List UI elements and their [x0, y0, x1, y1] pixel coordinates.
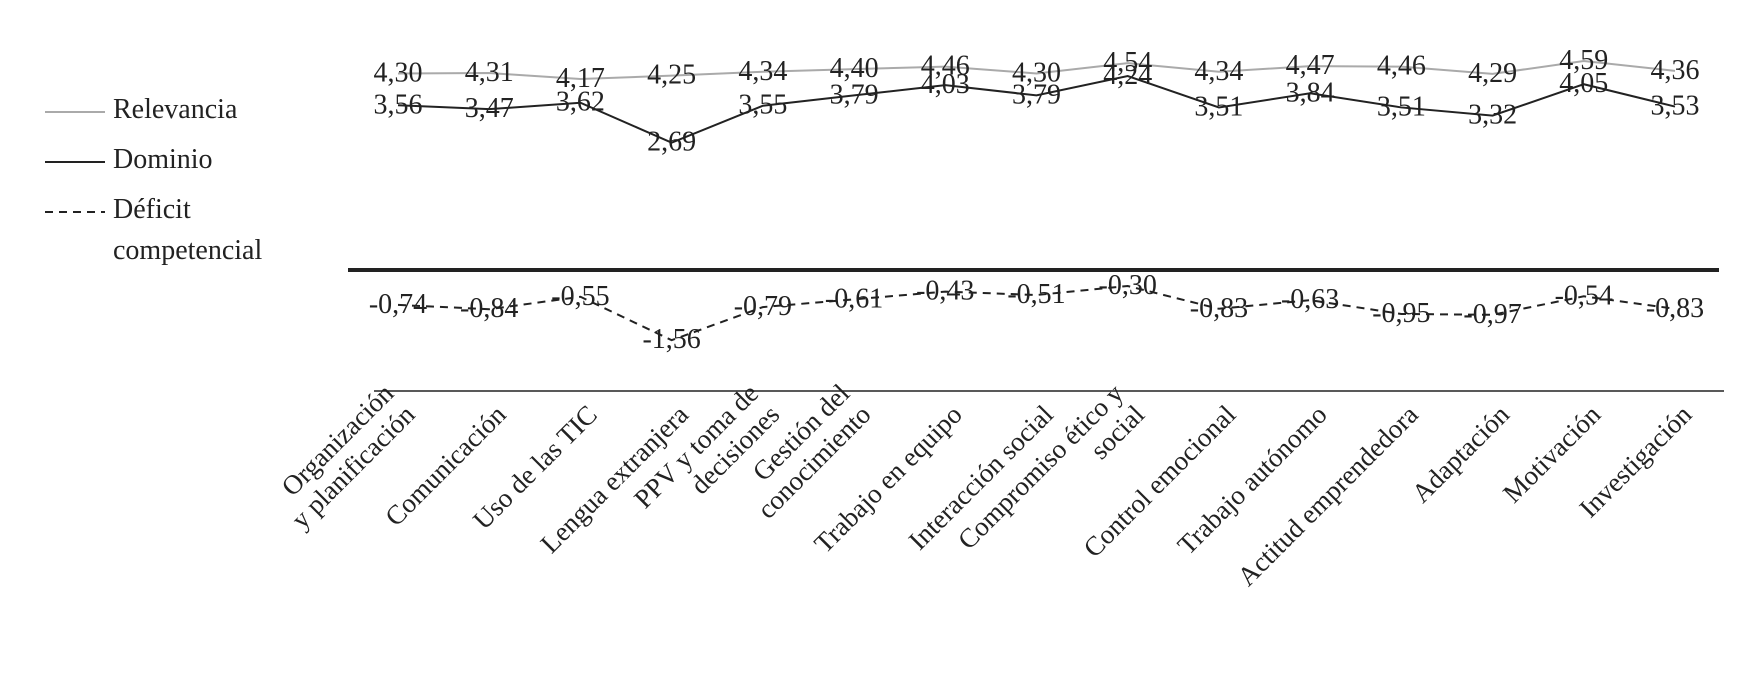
data-label: -0,51: [1007, 279, 1065, 310]
data-label: 3,79: [830, 80, 879, 111]
data-label: 3,32: [1468, 100, 1517, 131]
legend-label: Dominio: [113, 144, 213, 175]
series-line: [397, 59, 1676, 81]
data-label: 4,46: [1377, 51, 1426, 82]
data-label: 4,25: [647, 60, 696, 91]
data-label: 3,53: [1651, 91, 1700, 122]
data-label: 4,59: [1559, 45, 1608, 76]
data-label: 4,03: [921, 70, 970, 101]
data-label: -0,63: [1281, 285, 1339, 316]
data-label: 4,30: [374, 58, 423, 89]
x-tick-group: Adaptación: [1406, 399, 1516, 509]
data-label: 4,29: [1468, 58, 1517, 89]
series-line: [397, 284, 1676, 342]
data-label: -0,30: [1099, 270, 1157, 301]
data-label: 4,24: [1103, 60, 1152, 91]
data-label: 3,79: [1012, 80, 1061, 111]
data-label: 3,62: [556, 87, 605, 118]
data-label: -0,79: [734, 291, 792, 322]
x-tick-group: Actitud emprendedora: [1232, 399, 1424, 591]
data-label: 3,51: [1377, 92, 1426, 123]
data-label: 4,46: [921, 51, 970, 82]
data-label: 3,51: [1194, 92, 1243, 123]
data-label: 4,54: [1103, 48, 1152, 79]
data-label: 4,34: [738, 56, 787, 87]
data-label: -0,83: [1646, 293, 1704, 324]
data-label: -0,43: [916, 276, 974, 307]
data-label: -0,74: [369, 289, 427, 320]
data-label: 3,56: [374, 90, 423, 121]
data-label: -0,95: [1372, 298, 1430, 329]
data-label: -0,83: [1190, 293, 1248, 324]
x-tick-label: Actitud emprendedora: [1232, 399, 1424, 591]
data-label: -0,97: [1463, 299, 1521, 330]
data-label: 4,30: [1012, 58, 1061, 89]
data-label: -0,54: [1555, 281, 1613, 312]
data-label: 4,40: [830, 54, 879, 85]
legend-label: Relevancia: [113, 94, 238, 125]
legend-label: Déficit competencial: [113, 194, 262, 266]
data-label: -0,61: [825, 284, 883, 315]
data-label: 4,17: [556, 63, 605, 94]
series-line: [397, 75, 1676, 144]
data-label: 4,34: [1194, 56, 1243, 87]
x-tick-label: Adaptación: [1406, 399, 1516, 509]
data-label: 2,69: [647, 127, 696, 158]
data-label: 4,31: [465, 57, 514, 88]
data-label: 4,36: [1651, 55, 1700, 86]
data-label: 3,47: [465, 94, 514, 125]
data-label: -1,56: [642, 325, 700, 356]
data-label: 3,55: [738, 90, 787, 121]
data-label: -0,55: [551, 281, 609, 312]
data-label: -0,84: [460, 294, 518, 325]
data-label: 4,05: [1559, 69, 1608, 100]
data-label: 3,84: [1286, 78, 1335, 109]
data-label: 4,47: [1286, 51, 1335, 82]
